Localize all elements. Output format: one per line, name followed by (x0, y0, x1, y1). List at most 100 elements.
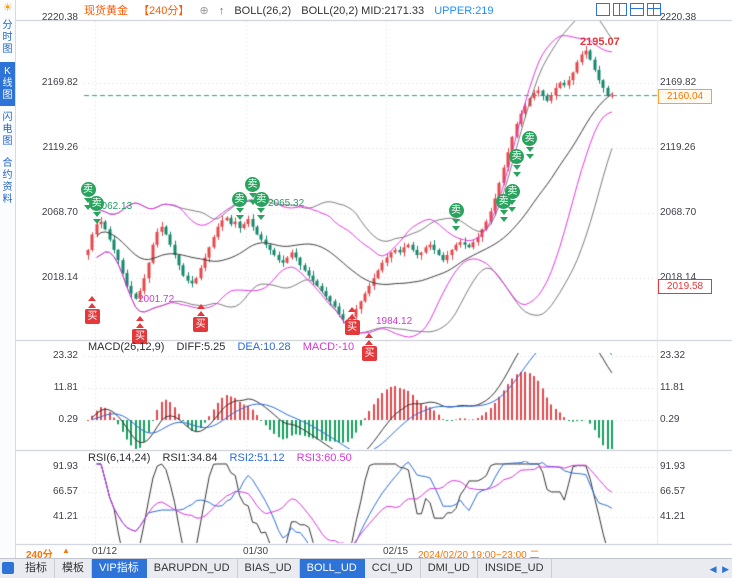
buy-badge: 买 (193, 317, 209, 332)
buy-signal-marker: 买 (132, 315, 148, 344)
buy-badge: 买 (344, 320, 360, 335)
sell-badge: 卖 (232, 192, 248, 207)
axis-label: 2169.82 (660, 77, 697, 88)
axis-label: 2119.26 (42, 142, 78, 153)
macd-dea-value: DEA:10.28 (237, 341, 291, 353)
scroll-right-icon[interactable]: ▶ (722, 564, 729, 574)
bottom-tab-2[interactable]: VIP指标 (92, 559, 147, 578)
axis-label: 41.21 (52, 511, 78, 522)
chevron-up-icon (196, 311, 205, 316)
time-tick: 01/12 (92, 546, 118, 557)
bottom-tab-7[interactable]: DMI_UD (420, 559, 478, 578)
sell-badge: 卖 (509, 149, 525, 164)
bottom-tab-1[interactable]: 模板 (55, 559, 92, 578)
axis-label: 2068.70 (41, 207, 78, 218)
boll26-label: BOLL(26,2) (234, 5, 292, 17)
macd-hist-value: MACD:-10 (302, 341, 355, 353)
sell-signal-marker: 卖 (522, 131, 538, 160)
bottom-tab-4[interactable]: BIAS_UD (237, 559, 300, 578)
sell-badge: 卖 (253, 192, 269, 207)
axis-label: 2018.14 (41, 272, 78, 283)
period-tag: 【240分】 (138, 5, 190, 17)
rsi-header: RSI(6,14,24) RSI1:34.84 RSI2:51.12 RSI3:… (88, 452, 361, 464)
sell-signal-marker: 卖 (232, 192, 248, 221)
time-tick: 02/15 (383, 546, 409, 557)
sell-signal-marker: 卖 (448, 203, 464, 232)
sell-signal-marker: 卖 (80, 182, 96, 211)
sidebar-item-2[interactable]: 闪电图 (2, 112, 13, 147)
chevron-down-icon (508, 207, 517, 212)
axis-label: 2169.82 (41, 77, 78, 88)
trend-up-icon: ↑ (218, 5, 225, 17)
axis-label: 23.32 (52, 350, 78, 361)
price-annotation: 1984.12 (376, 316, 413, 327)
rsi-title: RSI(6,14,24) (88, 452, 151, 464)
sell-badge: 卖 (245, 177, 261, 192)
layout-hsplit-icon[interactable] (630, 3, 644, 16)
chevron-down-icon (499, 210, 508, 215)
price-annotation: 2062.13 (96, 201, 133, 212)
chevron-up-icon (365, 333, 374, 338)
sidebar-item-0[interactable]: 分时图 (2, 20, 13, 55)
timeframe-label[interactable]: 240分 (26, 550, 53, 561)
sell-badge: 卖 (89, 196, 105, 211)
chevron-down-icon (257, 208, 266, 213)
axis-label: 2068.70 (660, 207, 697, 218)
sell-badge: 卖 (80, 182, 96, 197)
rsi3-value: RSI3:60.50 (296, 452, 352, 464)
sell-badge: 卖 (504, 184, 520, 199)
chevron-down-icon (508, 200, 517, 205)
axis-label: 11.81 (660, 382, 685, 393)
price-box-red: 2019.58 (658, 279, 712, 294)
scroll-left-icon[interactable]: ◀ (709, 564, 717, 574)
chevron-down-icon (512, 172, 521, 177)
sell-signal-marker: 卖 (504, 184, 520, 213)
axis-label: 91.93 (52, 461, 78, 472)
bottom-tab-5[interactable]: BOLL_UD (299, 559, 365, 578)
buy-badge: 买 (361, 346, 377, 361)
buy-signal-marker: 买 (344, 306, 360, 335)
chevron-down-icon (248, 200, 257, 205)
sidebar-item-3[interactable]: 合约资料 (2, 158, 13, 205)
chevron-down-icon (512, 165, 521, 170)
corner-grid-icon[interactable] (2, 562, 14, 574)
chevron-down-icon (92, 212, 101, 217)
layout-vsplit-icon[interactable] (613, 3, 627, 16)
current-session-label: 2024/02/20 19:00~23:00 二 (418, 550, 540, 561)
bottom-tab-0[interactable]: 指标 (18, 559, 55, 578)
sell-signal-marker: 卖 (89, 196, 105, 225)
bottom-tab-3[interactable]: BARUPDN_UD (146, 559, 238, 578)
axis-label: 2220.38 (660, 12, 697, 23)
sell-signal-marker: 卖 (253, 192, 269, 221)
layout-grid-icon[interactable] (647, 3, 661, 16)
axis-label: 23.32 (660, 350, 686, 361)
bottom-tab-8[interactable]: INSIDE_UD (477, 559, 552, 578)
sun-icon[interactable]: ☀ (2, 2, 13, 14)
price-box-orange: 2160.04 (658, 89, 712, 104)
axis-label: 2220.38 (41, 12, 78, 23)
chevron-down-icon (92, 219, 101, 224)
buy-badge: 买 (132, 329, 148, 344)
add-indicator-icon[interactable]: ⊕ (199, 5, 209, 17)
chevron-down-icon (248, 193, 257, 198)
macd-diff-value: DIFF:5.25 (176, 341, 226, 353)
chevron-up-icon (348, 314, 357, 319)
chart-layout-buttons (596, 3, 661, 16)
rsi2-value: RSI2:51.12 (229, 452, 285, 464)
axis-label: 91.93 (660, 461, 686, 472)
chevron-down-icon (84, 198, 92, 203)
bottom-tab-6[interactable]: CCI_UD (364, 559, 421, 578)
indicator-tab-bar: 指标 模板 VIP指标 BARUPDN_UD BIAS_UD BOLL_UD CCI_UD D… (0, 558, 732, 578)
axis-label: 11.81 (53, 382, 78, 393)
macd-title: MACD(26,12,9) (88, 341, 165, 353)
timeframe-up-arrow-icon[interactable]: ▲ (62, 546, 70, 555)
layout-single-icon[interactable] (596, 3, 610, 16)
chevron-up-icon (88, 303, 97, 308)
sell-badge: 卖 (522, 131, 538, 146)
chevron-up-icon (365, 340, 374, 345)
